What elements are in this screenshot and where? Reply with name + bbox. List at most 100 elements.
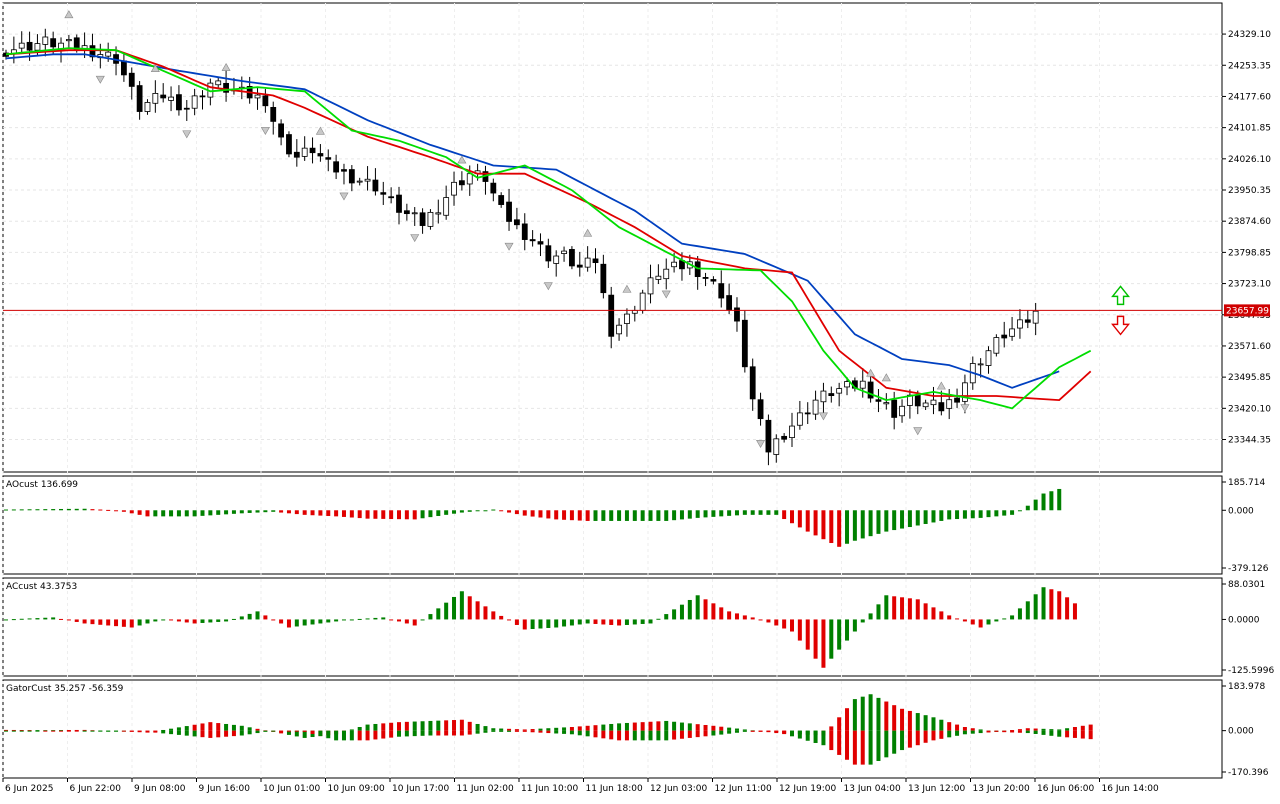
histogram-bar bbox=[137, 619, 142, 626]
candle bbox=[985, 350, 992, 366]
histogram-bar bbox=[1002, 730, 1007, 733]
histogram-bar bbox=[695, 730, 700, 738]
histogram-bar bbox=[200, 730, 205, 738]
histogram-bar bbox=[499, 510, 504, 512]
candle bbox=[891, 399, 898, 418]
histogram-bar bbox=[66, 508, 71, 511]
histogram-bar bbox=[609, 723, 614, 731]
histogram-bar bbox=[514, 729, 519, 731]
histogram-bar bbox=[161, 729, 166, 731]
ao-panel[interactable] bbox=[4, 488, 1062, 547]
histogram-bar bbox=[1065, 730, 1070, 738]
histogram-bar bbox=[758, 730, 763, 732]
histogram-bar bbox=[939, 611, 944, 620]
histogram-bar bbox=[1065, 597, 1070, 620]
histogram-bar bbox=[782, 619, 787, 629]
candle bbox=[624, 313, 630, 324]
histogram-bar bbox=[805, 619, 810, 650]
price-tick-label: 24329.10 bbox=[1228, 30, 1271, 40]
histogram-bar bbox=[845, 730, 850, 760]
histogram-bar bbox=[184, 510, 189, 517]
histogram-bar bbox=[727, 727, 732, 731]
histogram-bar bbox=[255, 728, 260, 731]
candle bbox=[262, 95, 269, 107]
histogram-bar bbox=[428, 730, 433, 736]
histogram-bar bbox=[208, 730, 213, 738]
histogram-bar bbox=[986, 510, 991, 518]
histogram-bar bbox=[538, 510, 543, 518]
histogram-bar bbox=[766, 619, 771, 623]
histogram-bar bbox=[845, 708, 850, 731]
candle bbox=[639, 292, 646, 311]
histogram-bar bbox=[970, 730, 975, 734]
histogram-bar bbox=[1041, 493, 1046, 511]
candle bbox=[859, 380, 866, 389]
histogram-bar bbox=[169, 510, 174, 517]
histogram-bar bbox=[1057, 488, 1062, 511]
time-tick-label: 6 Jun 22:00 bbox=[70, 784, 122, 794]
histogram-bar bbox=[349, 510, 354, 518]
histogram-bar bbox=[923, 730, 928, 743]
histogram-bar bbox=[420, 510, 425, 519]
fractal-marker bbox=[221, 62, 231, 71]
fractal-marker bbox=[881, 373, 891, 382]
time-tick-label: 6 Jun 2025 bbox=[5, 784, 53, 794]
histogram-bar bbox=[907, 598, 912, 620]
histogram-bar bbox=[286, 730, 291, 735]
histogram-bar bbox=[955, 724, 960, 731]
histogram-bar bbox=[648, 721, 653, 731]
histogram-bar bbox=[467, 596, 472, 620]
histogram-bar bbox=[357, 618, 362, 620]
candle bbox=[34, 43, 41, 51]
histogram-bar bbox=[782, 510, 787, 520]
histogram-bar bbox=[357, 730, 362, 741]
buy-arrow bbox=[1111, 285, 1131, 306]
candle bbox=[42, 36, 49, 45]
histogram-bar bbox=[947, 615, 952, 620]
histogram-bar bbox=[507, 510, 512, 513]
histogram-bar bbox=[216, 723, 221, 731]
histogram-bar bbox=[444, 510, 449, 515]
histogram-bar bbox=[200, 510, 205, 516]
histogram-bar bbox=[59, 730, 64, 732]
histogram-bar bbox=[915, 730, 920, 746]
histogram-bar bbox=[436, 510, 441, 516]
ac-panel[interactable] bbox=[4, 587, 1077, 668]
histogram-bar bbox=[176, 510, 181, 517]
histogram-bar bbox=[687, 599, 692, 620]
histogram-bar bbox=[758, 510, 763, 515]
histogram-bar bbox=[169, 619, 174, 621]
histogram-bar bbox=[978, 619, 983, 628]
histogram-bar bbox=[389, 722, 394, 731]
histogram-bar bbox=[892, 705, 897, 731]
histogram-bar bbox=[459, 591, 464, 620]
histogram-bar bbox=[601, 724, 606, 731]
histogram-bar bbox=[169, 730, 174, 735]
ma-line bbox=[5, 49, 1092, 402]
histogram-bar bbox=[554, 727, 559, 731]
panel-frame bbox=[2, 475, 1223, 575]
histogram-bar bbox=[499, 615, 504, 620]
histogram-bar bbox=[334, 619, 339, 622]
histogram-bar bbox=[1017, 729, 1022, 731]
gator-panel[interactable] bbox=[4, 694, 1093, 765]
histogram-bar bbox=[491, 730, 496, 732]
histogram-bar bbox=[939, 730, 944, 739]
histogram-bar bbox=[664, 730, 669, 741]
histogram-bar bbox=[742, 615, 747, 620]
histogram-bar bbox=[601, 510, 606, 521]
histogram-bar bbox=[821, 730, 826, 746]
histogram-bar bbox=[813, 619, 818, 659]
candle bbox=[427, 211, 434, 227]
candle bbox=[537, 241, 544, 245]
price-panel[interactable] bbox=[3, 10, 1222, 466]
fractal-marker bbox=[936, 381, 946, 390]
histogram-bar bbox=[1072, 730, 1077, 738]
histogram-bar bbox=[483, 606, 488, 620]
ma-line bbox=[5, 47, 1092, 410]
histogram-bar bbox=[310, 619, 315, 625]
histogram-bar bbox=[444, 720, 449, 731]
histogram-bar bbox=[734, 613, 739, 620]
